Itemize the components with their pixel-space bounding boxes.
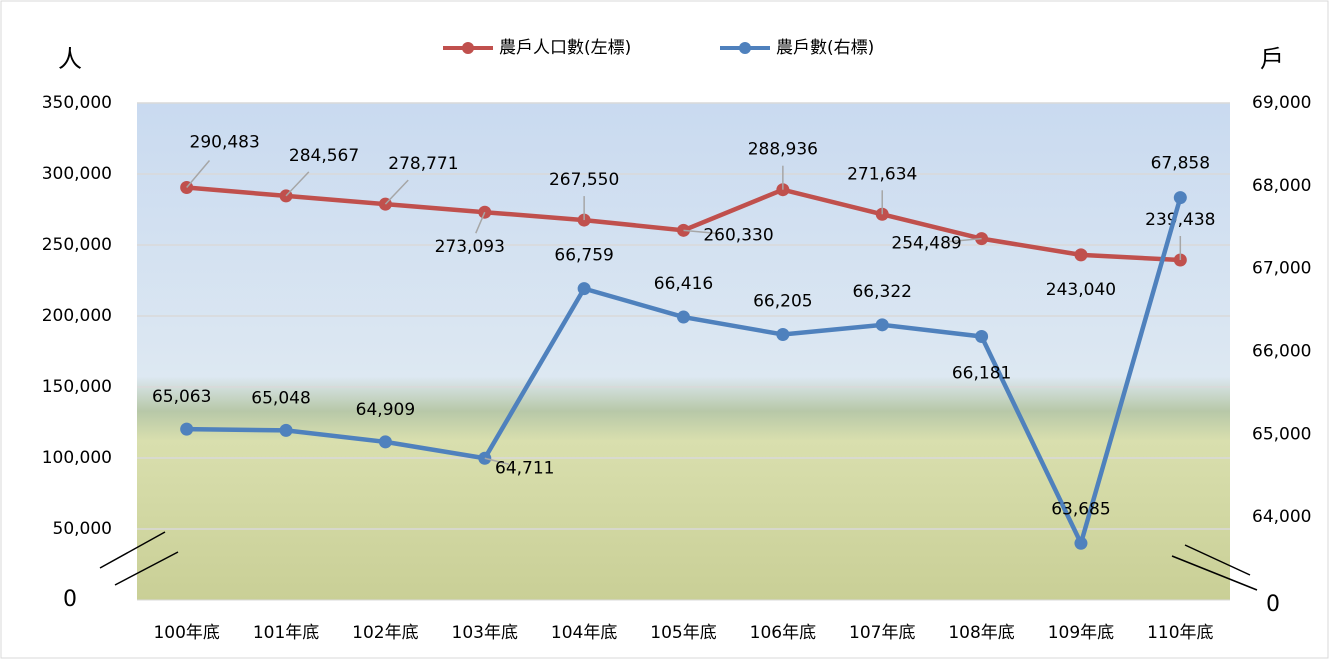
y2-tick-label: 64,000 xyxy=(1252,507,1311,527)
data-label: 278,771 xyxy=(388,154,458,174)
data-label: 66,416 xyxy=(654,274,713,294)
legend-marker xyxy=(739,42,751,54)
y-tick-label: 150,000 xyxy=(42,377,112,397)
x-tick-label: 102年底 xyxy=(352,623,418,643)
data-label: 284,567 xyxy=(289,146,359,166)
data-label: 67,858 xyxy=(1151,154,1210,174)
y-tick-label: 250,000 xyxy=(42,235,112,255)
y-tick-label: 200,000 xyxy=(42,306,112,326)
y2-tick-label: 66,000 xyxy=(1252,342,1311,362)
y2-tick-label: 67,000 xyxy=(1252,259,1311,279)
x-tick-label: 103年底 xyxy=(452,623,518,643)
data-label: 271,634 xyxy=(847,164,917,184)
leader-line xyxy=(948,237,982,243)
data-label: 66,322 xyxy=(852,282,911,302)
leader-line xyxy=(475,211,486,234)
x-tick-label: 104年底 xyxy=(551,623,617,643)
data-point xyxy=(1173,191,1187,205)
data-label: 239,438 xyxy=(1145,210,1215,230)
data-point xyxy=(378,435,392,449)
axis-break xyxy=(99,531,1258,591)
data-label: 273,093 xyxy=(435,237,505,257)
data-point xyxy=(279,423,293,437)
y2-tick-label: 65,000 xyxy=(1252,424,1311,444)
data-point xyxy=(1074,248,1088,262)
data-label: 243,040 xyxy=(1046,280,1116,300)
data-label: 63,685 xyxy=(1051,499,1110,519)
data-label: 288,936 xyxy=(748,140,818,160)
leader-line xyxy=(384,179,409,205)
data-point xyxy=(1074,536,1088,550)
data-point xyxy=(776,328,790,342)
data-label: 254,489 xyxy=(891,234,961,254)
y2-tick-label: 68,000 xyxy=(1252,176,1311,196)
y-tick-label: 0 xyxy=(63,587,77,612)
y2-axis-break-label: 0 xyxy=(1266,592,1280,617)
y-tick-label: 100,000 xyxy=(42,448,112,468)
legend-label: 農戶人口數(左標) xyxy=(499,38,631,58)
y2-axis-title: 戶 xyxy=(1260,45,1284,73)
leader-line xyxy=(683,229,717,235)
data-point xyxy=(975,330,989,344)
y-tick-label: 300,000 xyxy=(42,164,112,184)
data-label: 66,205 xyxy=(753,292,812,312)
x-tick-label: 107年底 xyxy=(849,623,915,643)
legend-marker xyxy=(462,42,474,54)
y-tick-label: 50,000 xyxy=(53,519,112,539)
x-tick-label: 101年底 xyxy=(253,623,319,643)
leader-line xyxy=(484,457,509,465)
data-label: 260,330 xyxy=(703,225,773,245)
data-label: 66,181 xyxy=(952,364,1011,384)
data-label: 64,909 xyxy=(356,400,415,420)
x-tick-label: 110年底 xyxy=(1147,623,1213,643)
x-tick-label: 106年底 xyxy=(750,623,816,643)
legend-label: 農戶數(右標) xyxy=(776,38,874,58)
data-label: 66,759 xyxy=(554,246,613,266)
data-label: 290,483 xyxy=(190,133,260,153)
x-tick-label: 108年底 xyxy=(948,623,1014,643)
y-tick-label: 350,000 xyxy=(42,93,112,113)
data-point xyxy=(577,282,591,296)
y-axis-title: 人 xyxy=(58,45,82,73)
data-point xyxy=(180,422,194,436)
data-point xyxy=(875,318,889,332)
data-label: 65,063 xyxy=(152,387,211,407)
data-label: 267,550 xyxy=(549,170,619,190)
data-point xyxy=(677,310,690,324)
x-tick-label: 105年底 xyxy=(650,623,716,643)
y2-tick-label: 69,000 xyxy=(1252,93,1311,113)
x-tick-label: 109年底 xyxy=(1048,623,1114,643)
leader-line xyxy=(285,171,310,197)
x-tick-label: 100年底 xyxy=(153,623,219,643)
data-label: 64,711 xyxy=(495,458,554,478)
data-label: 65,048 xyxy=(251,388,310,408)
plot-background xyxy=(137,103,1230,600)
leader-line xyxy=(186,160,211,188)
